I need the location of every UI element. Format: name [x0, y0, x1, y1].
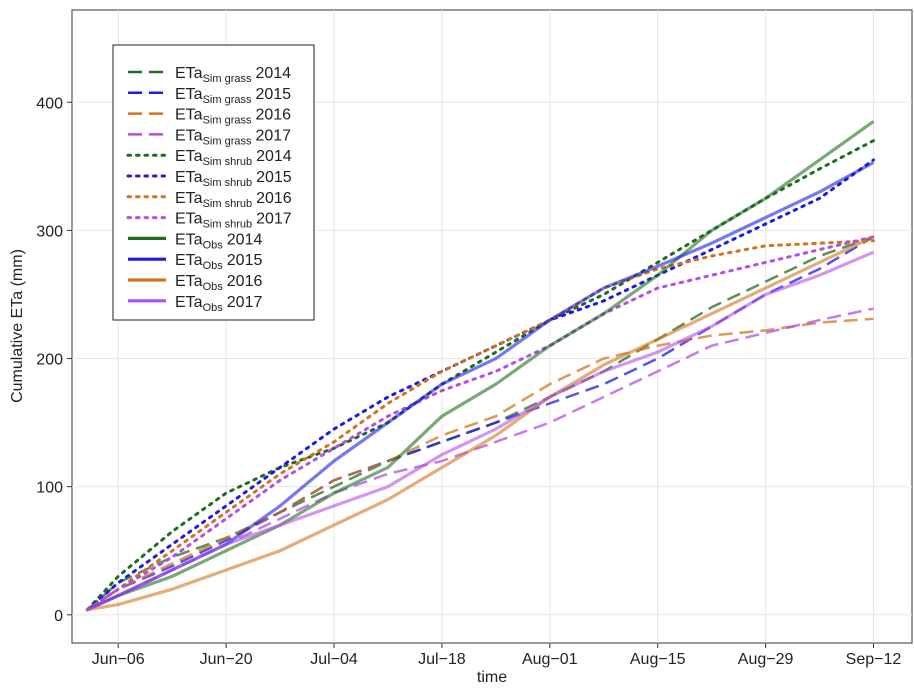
legend-subscript: Obs [203, 302, 224, 314]
legend-label: ETaSim shrub 2014 [175, 148, 292, 168]
series-line [86, 307, 874, 611]
series-line [85, 158, 875, 612]
legend-suffix: 2017 [227, 294, 263, 311]
x-axis-label: time [477, 669, 507, 686]
legend-suffix: 2014 [227, 231, 263, 248]
legend-suffix: 2015 [255, 86, 291, 103]
legend-name: ETa [175, 294, 203, 311]
x-tick-label: Jul−04 [310, 651, 358, 668]
series-line [86, 317, 874, 611]
legend-suffix: 2014 [255, 65, 291, 82]
legend-suffix: 2016 [256, 190, 292, 207]
legend-subscript: Sim shrub [203, 198, 253, 210]
legend-label: ETaSim grass 2016 [175, 107, 291, 127]
y-tick-label: 300 [36, 223, 63, 240]
legend-subscript: Obs [203, 239, 224, 251]
legend-suffix: 2017 [255, 127, 291, 144]
legend-suffix: 2017 [256, 211, 292, 228]
x-tick-label: Aug−29 [738, 651, 794, 668]
legend-name: ETa [175, 211, 203, 228]
legend-label: ETaSim shrub 2015 [175, 169, 292, 189]
y-tick-label: 0 [54, 608, 63, 625]
legend-subscript: Sim shrub [203, 156, 253, 168]
legend-label: ETaSim grass 2014 [175, 65, 291, 85]
legend-label: ETaSim shrub 2016 [175, 190, 292, 210]
legend-name: ETa [175, 190, 203, 207]
legend-name: ETa [175, 127, 203, 144]
y-tick-label: 400 [36, 95, 63, 112]
y-axis-label: Cumulative ETa (mm) [9, 249, 26, 403]
legend-name: ETa [175, 169, 203, 186]
legend-suffix: 2015 [256, 169, 292, 186]
y-tick-label: 200 [36, 352, 63, 369]
legend-label: ETaObs 2014 [175, 231, 262, 251]
legend-name: ETa [175, 231, 203, 248]
x-tick-label: Jun−20 [200, 651, 253, 668]
legend-subscript: Obs [203, 260, 224, 272]
legend-box [112, 44, 315, 321]
series-line [87, 235, 875, 612]
legend-suffix: 2016 [227, 273, 263, 290]
legend-label: ETaSim grass 2017 [175, 127, 291, 147]
legend-subscript: Obs [203, 281, 224, 293]
legend-subscript: Sim shrub [203, 177, 253, 189]
series-line [85, 239, 875, 612]
legend-label: ETaObs 2016 [175, 273, 262, 293]
series-line [86, 120, 875, 612]
legend-label: ETaObs 2015 [175, 252, 262, 272]
legend-name: ETa [175, 273, 203, 290]
series-line [85, 235, 875, 612]
legend-subscript: Sim grass [203, 135, 252, 147]
legend-suffix: 2016 [255, 107, 291, 124]
x-tick-label: Jul−18 [418, 651, 466, 668]
legend-label: ETaObs 2017 [175, 294, 262, 314]
legend-suffix: 2014 [256, 148, 292, 165]
y-tick-label: 100 [36, 480, 63, 497]
legend-name: ETa [175, 107, 203, 124]
x-tick-label: Sep−12 [846, 651, 902, 668]
x-tick-label: Aug−01 [522, 651, 578, 668]
legend-subscript: Sim shrub [203, 219, 253, 231]
series-line [86, 250, 875, 612]
legend-label: ETaSim grass 2015 [175, 86, 291, 106]
legend-subscript: Sim grass [203, 94, 252, 106]
x-tick-label: Jun−06 [92, 651, 145, 668]
legend-name: ETa [175, 148, 203, 165]
legend-subscript: Sim grass [203, 73, 252, 85]
legend-label: ETaSim shrub 2017 [175, 211, 292, 231]
legend-name: ETa [175, 86, 203, 103]
legend-suffix: 2015 [227, 252, 263, 269]
legend-name: ETa [175, 65, 203, 82]
legend-subscript: Sim grass [203, 115, 252, 127]
x-tick-label: Aug−15 [630, 651, 686, 668]
legend-name: ETa [175, 252, 203, 269]
